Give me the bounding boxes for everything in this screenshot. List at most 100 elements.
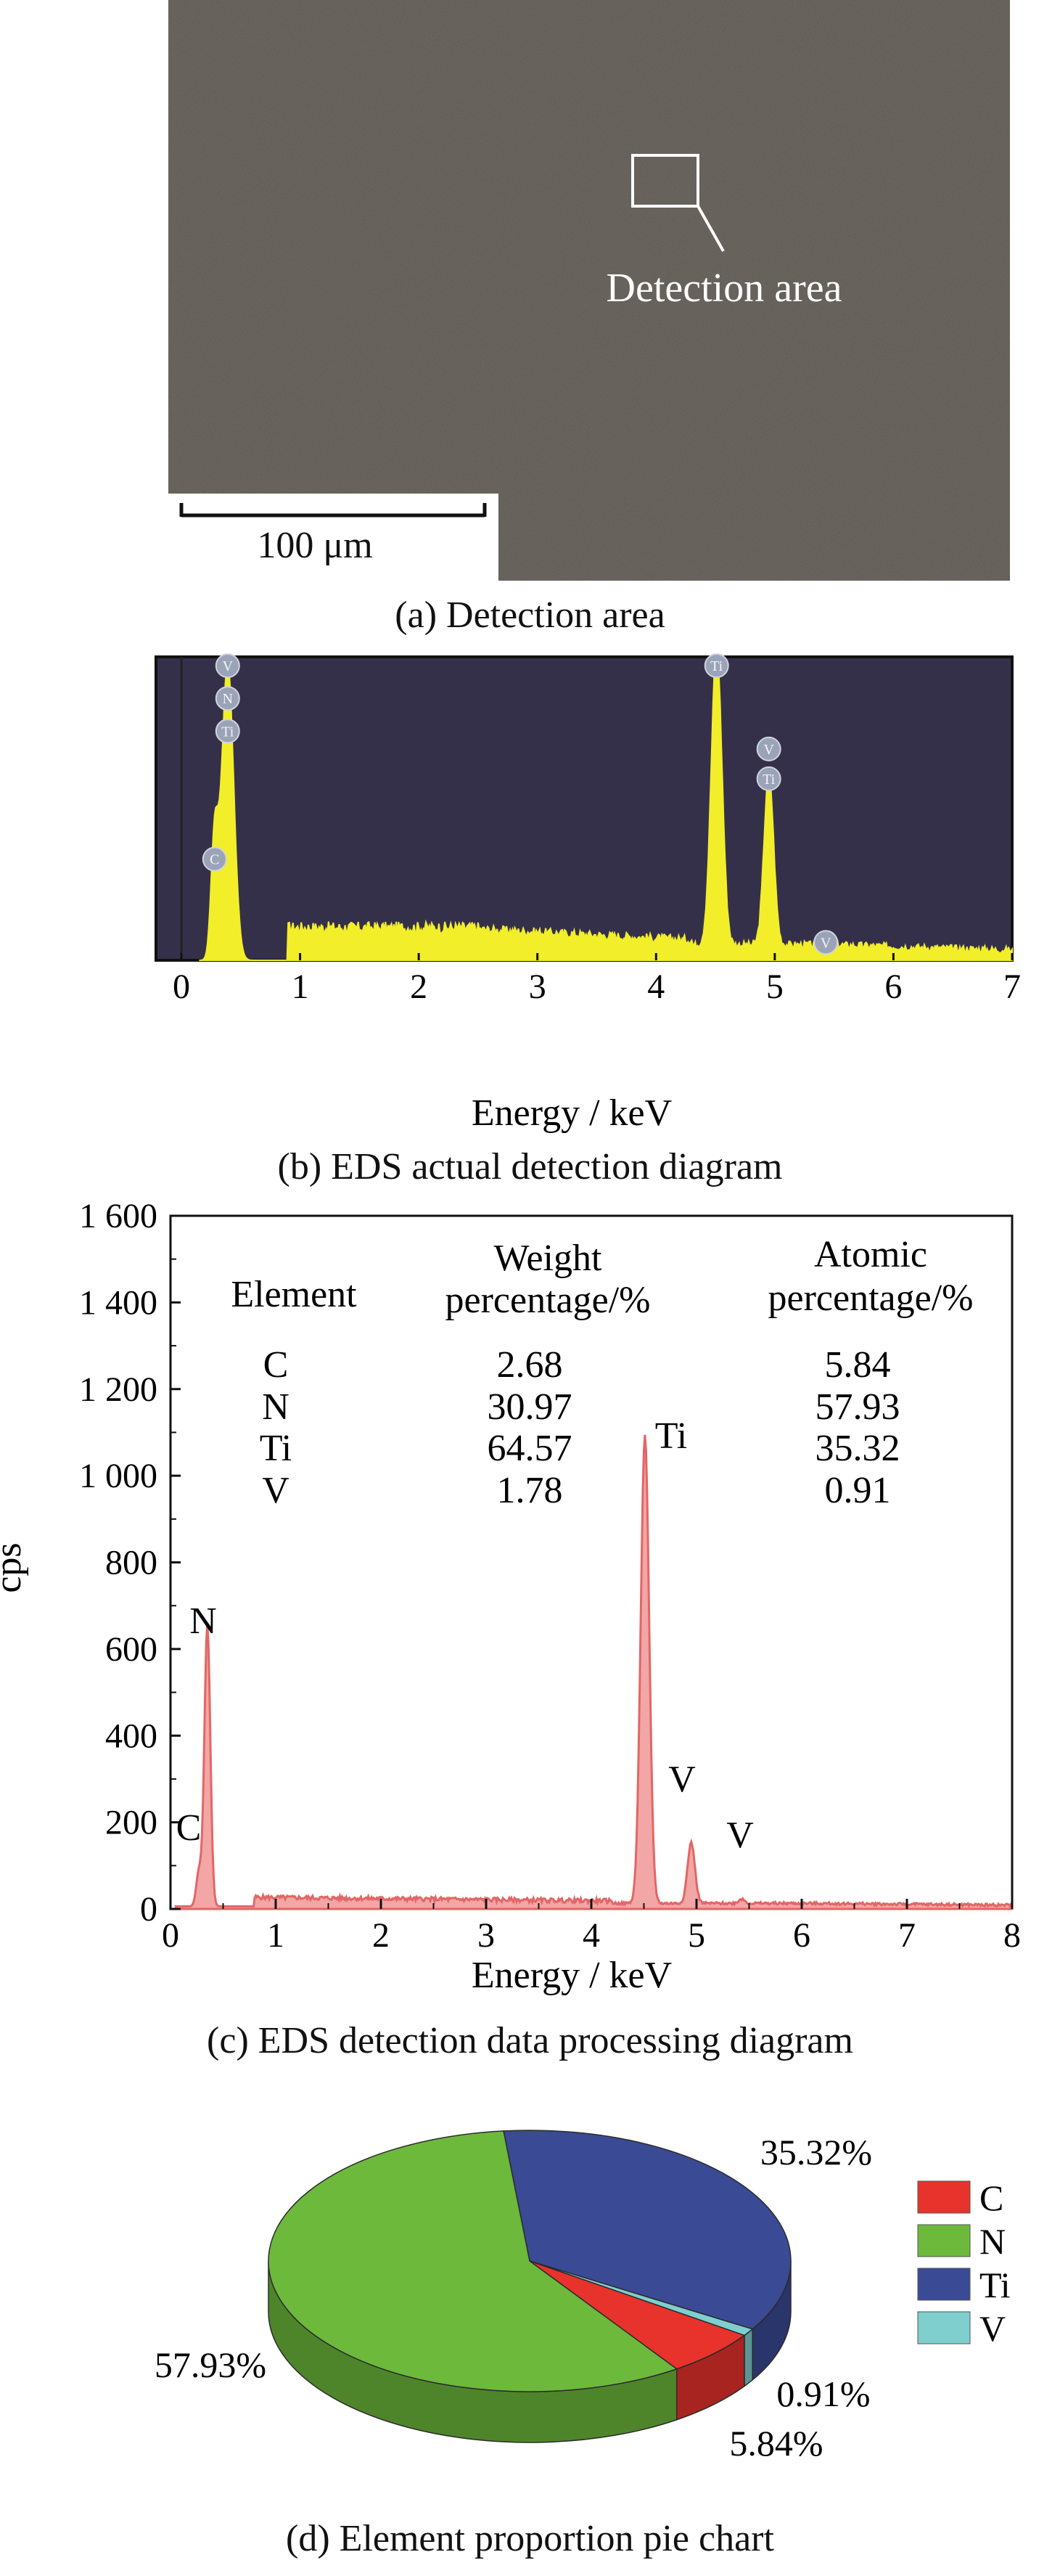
peak-marker: C [202, 846, 227, 872]
composition-table: Element Weight percentage/% Atomic perce… [231, 1234, 973, 1511]
table-row-atomic: 35.32 [815, 1428, 900, 1469]
x-tick-label: 2 [410, 968, 427, 1006]
pie-slice-ti [503, 2130, 792, 2330]
table-row-element: Ti [260, 1428, 292, 1469]
legend-swatch [917, 2224, 971, 2257]
x-tick-label: 4 [647, 968, 665, 1006]
panel-b: V N Ti C Ti V Ti V 0 1 2 3 4 5 6 7 Energy / keV (b) ED… [0, 653, 1060, 1205]
pie-label-ti: 35.32% [760, 2132, 872, 2172]
legend-swatch [917, 2180, 971, 2214]
detection-box [631, 154, 699, 208]
x-tick-label: 7 [898, 1916, 916, 1955]
peak-marker: V [813, 930, 839, 955]
y-tick-label: 0 [140, 1890, 157, 1929]
table-row-weight: 1.78 [497, 1470, 563, 1511]
table-row-weight: 2.68 [497, 1344, 563, 1386]
panel-a: Detection area 100 μm (a) Detection area [0, 0, 1060, 653]
peak-label-n: N [189, 1600, 217, 1642]
legend-swatch [917, 2268, 971, 2301]
x-tick-label: 7 [1003, 968, 1021, 1006]
x-tick-label: 5 [688, 1916, 705, 1955]
eds-processed-spectrum [174, 1434, 1014, 1910]
table-row-atomic: 5.84 [825, 1344, 891, 1386]
x-tick-label: 4 [583, 1916, 600, 1955]
peak-marker-label: N [223, 691, 233, 707]
sem-texture [168, 0, 1010, 581]
caption-a: (a) Detection area [395, 594, 665, 636]
scale-bar-label: 100 μm [257, 525, 372, 566]
caption-d: (d) Element proportion pie chart [286, 2518, 774, 2559]
legend-label: N [979, 2221, 1006, 2262]
table-row-atomic: 57.93 [815, 1386, 900, 1428]
eds-raw-xlabel: Energy / keV [472, 1092, 672, 1134]
x-tick-label: 6 [793, 1916, 810, 1955]
peak-marker: V [756, 736, 781, 761]
y-tick-label: 1 400 [79, 1283, 157, 1322]
table-row-weight: 30.97 [488, 1386, 572, 1428]
table-header-weight-2: percentage/% [445, 1280, 651, 1321]
pie-label-n: 57.93% [155, 2344, 266, 2385]
table-row-atomic: 0.91 [825, 1470, 891, 1511]
peak-marker-label: Ti [763, 772, 776, 788]
y-tick-label: 1 000 [79, 1457, 157, 1495]
pie-slice-n [268, 2130, 678, 2392]
y-tick-label: 800 [105, 1544, 157, 1582]
pie-label-v: 0.91% [776, 2373, 870, 2414]
detection-label: Detection area [607, 266, 842, 311]
legend-swatch [917, 2311, 971, 2344]
peak-marker: Ti [756, 766, 781, 791]
x-tick-label: 3 [477, 1916, 495, 1955]
eds-processed-svg: 0 1 2 3 4 5 6 7 8 0 200 400 600 800 1 000 1 200 1 400 1 6… [0, 1197, 1021, 1996]
y-tick-label: 600 [105, 1630, 157, 1669]
peak-marker: Ti [215, 719, 240, 744]
y-tick-label: 1 600 [79, 1197, 157, 1235]
x-tick-label: 1 [292, 968, 309, 1006]
table-header-atomic-2: percentage/% [768, 1277, 974, 1319]
peak-marker: N [215, 686, 240, 711]
scale-bar-box [168, 494, 498, 581]
y-tick-label: 1 200 [79, 1370, 157, 1409]
eds-raw-plot-area [155, 655, 1014, 962]
eds-processed-xlabel: Energy / keV [472, 1955, 672, 1996]
caption-b: (b) EDS actual detection diagram [277, 1146, 783, 1187]
table-row-element: V [262, 1470, 289, 1511]
panel-d: 35.32% 57.93% 0.91% 5.84% C N Ti V (d) Elem… [0, 2105, 1060, 2572]
peak-label-v2: V [726, 1815, 754, 1856]
x-tick-label: 2 [372, 1916, 390, 1955]
table-header-element: Element [231, 1274, 357, 1315]
pie-slice-side [744, 2328, 753, 2387]
x-tick-label: 6 [884, 968, 902, 1006]
peak-marker-label: V [763, 742, 774, 758]
peak-marker-label: Ti [221, 724, 234, 740]
x-tick-label: 1 [267, 1916, 284, 1955]
x-tick-label: 8 [1003, 1916, 1021, 1955]
x-tick-label: 0 [162, 1916, 179, 1955]
peak-marker-label: V [223, 658, 234, 674]
panel-c: 0 1 2 3 4 5 6 7 8 0 200 400 600 800 1 000 1 200 1 400 1 6… [0, 1190, 1060, 2098]
table-header-weight-1: Weight [494, 1238, 602, 1279]
peak-marker-label: V [821, 935, 831, 951]
peak-marker-label: Ti [710, 658, 723, 674]
legend-label: V [979, 2308, 1006, 2349]
eds-raw-svg: V N Ti C Ti V Ti V 0 1 2 3 4 5 6 7 Energy / keV [155, 653, 1021, 1134]
y-tick-label: 400 [105, 1717, 157, 1755]
peak-marker: V [215, 653, 240, 679]
sem-image-svg: Detection area 100 μm [168, 0, 1010, 581]
peak-marker-label: C [210, 852, 219, 868]
x-tick-label: 3 [529, 968, 546, 1006]
table-row-element: C [263, 1344, 289, 1386]
detection-pointer [697, 205, 725, 252]
x-tick-label: 5 [766, 968, 784, 1006]
eds-raw-spectrum [199, 662, 1013, 961]
peak-marker: Ti [704, 653, 729, 679]
table-row-element: N [262, 1386, 289, 1428]
caption-c: (c) EDS detection data processing diagra… [207, 2020, 853, 2061]
x-tick-label: 0 [173, 968, 190, 1006]
table-row-weight: 64.57 [488, 1428, 572, 1469]
peak-label-v1: V [668, 1759, 696, 1800]
eds-processed-ylabel: cps [0, 1542, 29, 1592]
legend-label: Ti [979, 2265, 1011, 2305]
y-tick-label: 200 [105, 1804, 157, 1842]
